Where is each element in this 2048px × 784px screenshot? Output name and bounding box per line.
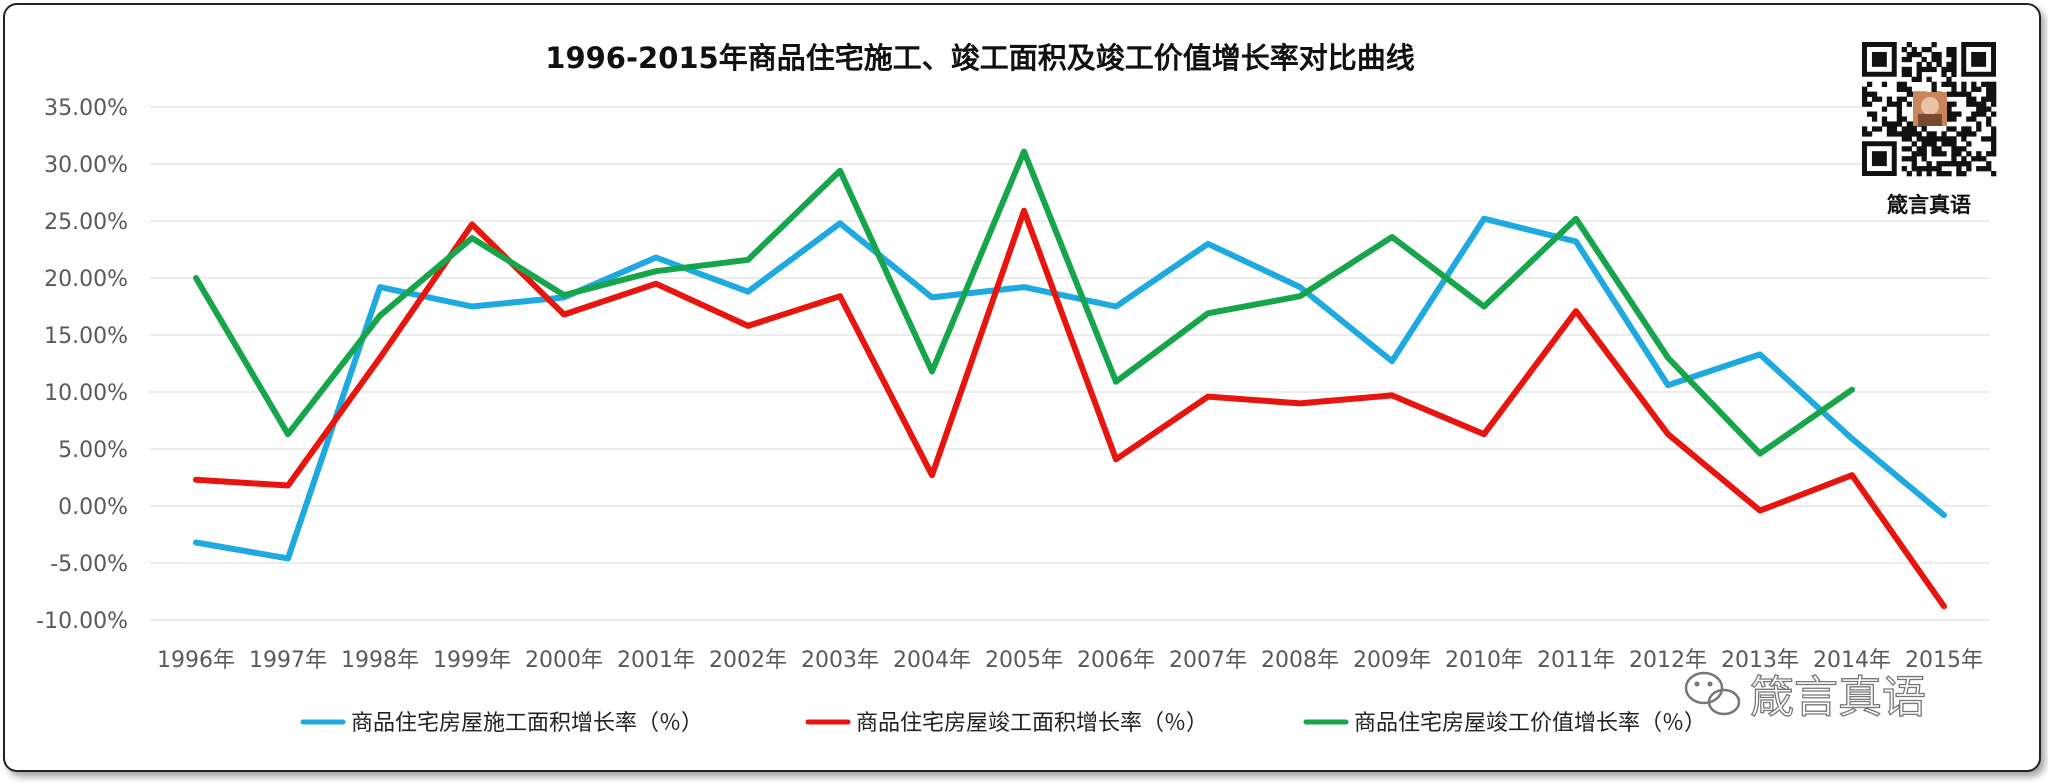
y-axis-ticks: 35.00% 30.00% 25.00% 20.00% 15.00% 10.00% 5.00… (36, 96, 128, 634)
y-tick-label: 20.00% (44, 267, 128, 292)
x-tick-label: 2006年 (1077, 648, 1155, 673)
x-tick-label: 2010年 (1445, 648, 1523, 673)
x-tick-label: 2015年 (1905, 648, 1983, 673)
x-tick-label: 1997年 (249, 648, 327, 673)
x-tick-label: 2002年 (709, 648, 787, 673)
watermark: 箴言真语 (1684, 671, 1927, 724)
series-line-0[interactable] (193, 215, 1947, 562)
watermark-text: 箴言真语 (1750, 672, 1926, 723)
x-tick-label: 2008年 (1261, 648, 1339, 673)
legend: 商品住宅房屋施工面积增长率（％） 商品住宅房屋竣工面积增长率（％） 商品住宅房屋… (300, 711, 1706, 736)
y-tick-label: 30.00% (44, 153, 128, 178)
gridlines (150, 106, 1990, 621)
x-tick-label: 2003年 (801, 648, 879, 673)
legend-label: 商品住宅房屋竣工面积增长率（％） (856, 711, 1208, 736)
legend-item-completion-area[interactable]: 商品住宅房屋竣工面积增长率（％） (805, 711, 1208, 736)
x-tick-label: 2013年 (1721, 648, 1799, 673)
y-tick-label: 25.00% (44, 210, 128, 235)
x-tick-label: 2011年 (1537, 648, 1615, 673)
y-tick-label: 5.00% (58, 438, 128, 463)
y-tick-label: 35.00% (44, 96, 128, 121)
y-tick-label: 10.00% (44, 381, 128, 406)
y-tick-label: 0.00% (58, 495, 128, 520)
x-axis-ticks: 1996年 1997年 1998年 1999年 2000年 2001年 2002年 2003年… (157, 648, 1983, 673)
series-line-1[interactable] (193, 207, 1947, 610)
x-tick-label: 2007年 (1169, 648, 1247, 673)
x-tick-label: 1999年 (433, 648, 511, 673)
legend-label: 商品住宅房屋竣工价值增长率（％） (1354, 711, 1706, 736)
qr-code: 箴言真语 (1862, 42, 1997, 217)
chart-frame (3, 3, 2041, 772)
wechat-icon (1684, 671, 1741, 716)
x-tick-label: 2012年 (1629, 648, 1707, 673)
qr-modules (1862, 42, 1997, 177)
qr-avatar (1913, 92, 1947, 126)
legend-item-construction-area[interactable]: 商品住宅房屋施工面积增长率（％） (300, 711, 703, 736)
x-tick-label: 2004年 (893, 648, 971, 673)
x-tick-label: 2000年 (525, 648, 603, 673)
x-tick-label: 1996年 (157, 648, 235, 673)
legend-label: 商品住宅房屋施工面积增长率（％） (351, 711, 703, 736)
chart-title: 1996-2015年商品住宅施工、竣工面积及竣工价值增长率对比曲线 (545, 41, 1414, 75)
legend-item-completion-value[interactable]: 商品住宅房屋竣工价值增长率（％） (1303, 711, 1706, 736)
qr-label: 箴言真语 (1887, 193, 1971, 217)
x-tick-label: 1998年 (341, 648, 419, 673)
x-tick-label: 2005年 (985, 648, 1063, 673)
x-tick-label: 2009年 (1353, 648, 1431, 673)
series-lines (193, 148, 1947, 610)
x-tick-label: 2014年 (1813, 648, 1891, 673)
series-line-2[interactable] (193, 148, 1855, 457)
x-tick-label: 2001年 (617, 648, 695, 673)
y-tick-label: -10.00% (36, 609, 128, 634)
y-tick-label: 15.00% (44, 324, 128, 349)
y-tick-label: -5.00% (50, 552, 128, 577)
